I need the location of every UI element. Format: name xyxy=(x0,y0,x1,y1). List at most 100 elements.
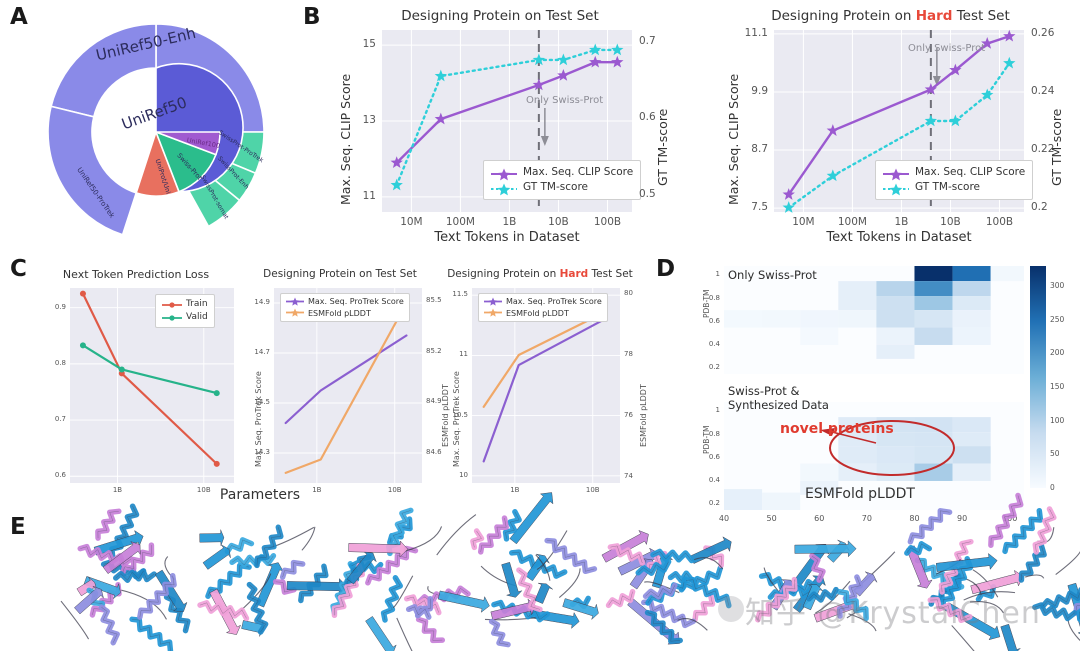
axis-tick-label: 0.6 xyxy=(639,111,656,124)
chart-title: Next Token Prediction Loss xyxy=(62,268,210,281)
axis-tick-label: 7.5 xyxy=(751,201,768,214)
chart-designing-protein-test-set-params: Designing Protein on Test Set Max. Seq. … xyxy=(248,262,450,502)
axis-tick-label: 300 xyxy=(1050,281,1065,291)
chart-legend: Max. Seq. ProTrek Score ESMFold pLDDT xyxy=(280,293,410,323)
axis-tick-label: 11.1 xyxy=(744,26,768,39)
axis-tick-label: 0.26 xyxy=(1031,27,1055,40)
axis-tick-label: 14.7 xyxy=(254,348,270,356)
axis-tick-label: 0.2 xyxy=(1031,200,1048,213)
chart-title: Designing Protein on Test Set xyxy=(401,8,599,24)
panel-c-x-axis-label: Parameters xyxy=(219,487,301,503)
title-hard: Hard xyxy=(559,268,589,280)
chart-title: Designing Protein on Test Set xyxy=(263,268,417,280)
axis-tick-label: 11 xyxy=(362,189,376,202)
axis-tick-label: 8.7 xyxy=(751,143,768,156)
axis-tick-label: 0.6 xyxy=(708,316,720,325)
axis-tick-label: 84.6 xyxy=(426,447,442,456)
axis-tick-label: 90 xyxy=(957,514,968,523)
legend-label-protrek: Max. Seq. ProTrek Score xyxy=(308,297,404,306)
axis-tick-label: 60 xyxy=(814,514,825,523)
legend-swatch-train xyxy=(162,300,182,310)
axis-tick-label: 0 xyxy=(1050,483,1055,492)
axis-tick-label: 100 xyxy=(1050,415,1065,425)
legend-item-valid: Valid xyxy=(162,311,208,324)
title-pre: Designing Protein on xyxy=(771,8,916,24)
legend-item-tm: GT TM-score xyxy=(883,180,1025,196)
axis-tick-label: 0.8 xyxy=(708,293,720,302)
panel-label-b: B xyxy=(303,4,321,30)
axis-tick-label: 0.22 xyxy=(1031,142,1055,155)
legend-swatch-tm xyxy=(883,183,909,196)
legend-item-plddt: ESMFold pLDDT xyxy=(484,308,602,320)
axis-tick-label: 50 xyxy=(766,514,777,523)
axis-tick-label: 10B xyxy=(387,486,402,494)
heatmap-bottom-label: Swiss-Prot & Synthesized Data xyxy=(728,384,829,413)
axis-tick-label: 84.9 xyxy=(426,397,442,406)
chart-designing-protein-hard-test-set-params: Designing Protein on Hard Test Set Max. … xyxy=(440,262,650,502)
axis-tick-label: 1B xyxy=(894,216,909,228)
title-pre: Designing Protein on xyxy=(447,268,560,280)
structures-svg xyxy=(60,492,1080,651)
legend-label-clip: Max. Seq. CLIP Score xyxy=(915,166,1026,178)
axis-tick-label: 1B xyxy=(112,486,123,494)
axis-tick-label: 100B xyxy=(985,216,1014,228)
chart-designing-protein-test-set: Designing Protein on Test Set Max. Seq. … xyxy=(330,8,670,245)
chart-title: Designing Protein on Hard Test Set xyxy=(718,8,1063,24)
sunburst-outer-uniref50-protrek xyxy=(47,105,138,236)
axis-tick-label: 1B xyxy=(312,486,322,494)
axis-tick-label: 11 xyxy=(459,350,468,359)
axis-tick-label: 1 xyxy=(715,270,720,279)
watermark-dot xyxy=(718,596,744,622)
y-axis-label: Max. Seq. ProTrek Score xyxy=(452,371,461,467)
axis-tick-label: 10B xyxy=(548,216,569,228)
legend-swatch-plddt xyxy=(484,308,502,318)
chart-svg xyxy=(382,30,632,212)
swiss-prot-annotation: Only Swiss-Prot xyxy=(526,95,604,106)
panel-label-c: C xyxy=(10,256,27,282)
axis-tick-label: 0.7 xyxy=(639,34,656,47)
axis-tick-label: 74 xyxy=(624,471,633,480)
x-axis-label: Text Tokens in Dataset xyxy=(826,230,972,245)
axis-tick-label: 11.5 xyxy=(452,290,468,299)
heatmap-bottom-label-line2: Synthesized Data xyxy=(728,398,829,413)
chart-title: Designing Protein on Hard Test Set xyxy=(440,268,640,280)
axis-tick-label: 80 xyxy=(909,514,920,523)
axis-tick-label: 150 xyxy=(1050,382,1065,392)
legend-label-plddt: ESMFold pLDDT xyxy=(506,308,569,318)
axis-tick-label: 1B xyxy=(510,486,520,494)
watermark-text: 知乎 @KrystalChen xyxy=(745,596,1041,631)
axis-tick-label: 15 xyxy=(362,38,376,51)
axis-tick-label: 0.6 xyxy=(54,471,66,480)
axis-tick-label: 0.4 xyxy=(708,339,720,348)
axis-tick-label: 10B xyxy=(940,216,961,228)
legend-swatch-protrek xyxy=(286,297,304,307)
legend-swatch-clip xyxy=(883,168,909,181)
panel-label-a: A xyxy=(10,4,28,30)
axis-tick-label: 40 xyxy=(718,514,730,523)
axis-tick-label: 14.5 xyxy=(254,398,270,406)
legend-item-protrek: Max. Seq. ProTrek Score xyxy=(484,296,602,308)
axis-tick-label: 85.2 xyxy=(426,346,442,355)
axis-tick-label: 50 xyxy=(1050,449,1060,459)
axis-tick-label: 100M xyxy=(837,216,867,228)
chart-legend: Train Valid xyxy=(155,294,215,329)
axis-tick-label: 0.5 xyxy=(639,188,656,201)
axis-tick-label: 76 xyxy=(624,410,633,419)
novel-proteins-annotation: novel proteins xyxy=(780,421,894,437)
axis-tick-label: 13 xyxy=(362,114,376,126)
axis-tick-label: 0.8 xyxy=(708,429,720,438)
heatmap-svg xyxy=(724,266,1046,510)
axis-tick-label: 0.2 xyxy=(708,499,720,508)
legend-swatch-plddt xyxy=(286,308,304,318)
axis-tick-label: 10M xyxy=(792,216,815,228)
heatmap-bottom-label-line1: Swiss-Prot & xyxy=(728,384,800,398)
legend-label-tm: GT TM-score xyxy=(523,181,588,194)
chart-svg xyxy=(774,29,1024,213)
legend-item-plddt: ESMFold pLDDT xyxy=(286,308,404,320)
legend-label-clip: Max. Seq. CLIP Score xyxy=(523,166,634,178)
axis-tick-label: 10B xyxy=(585,486,600,494)
axis-tick-label: 0.7 xyxy=(54,415,66,424)
legend-item-clip: Max. Seq. CLIP Score xyxy=(491,165,634,181)
axis-tick-label: 9.9 xyxy=(751,84,768,97)
legend-item-train: Train xyxy=(162,298,208,311)
